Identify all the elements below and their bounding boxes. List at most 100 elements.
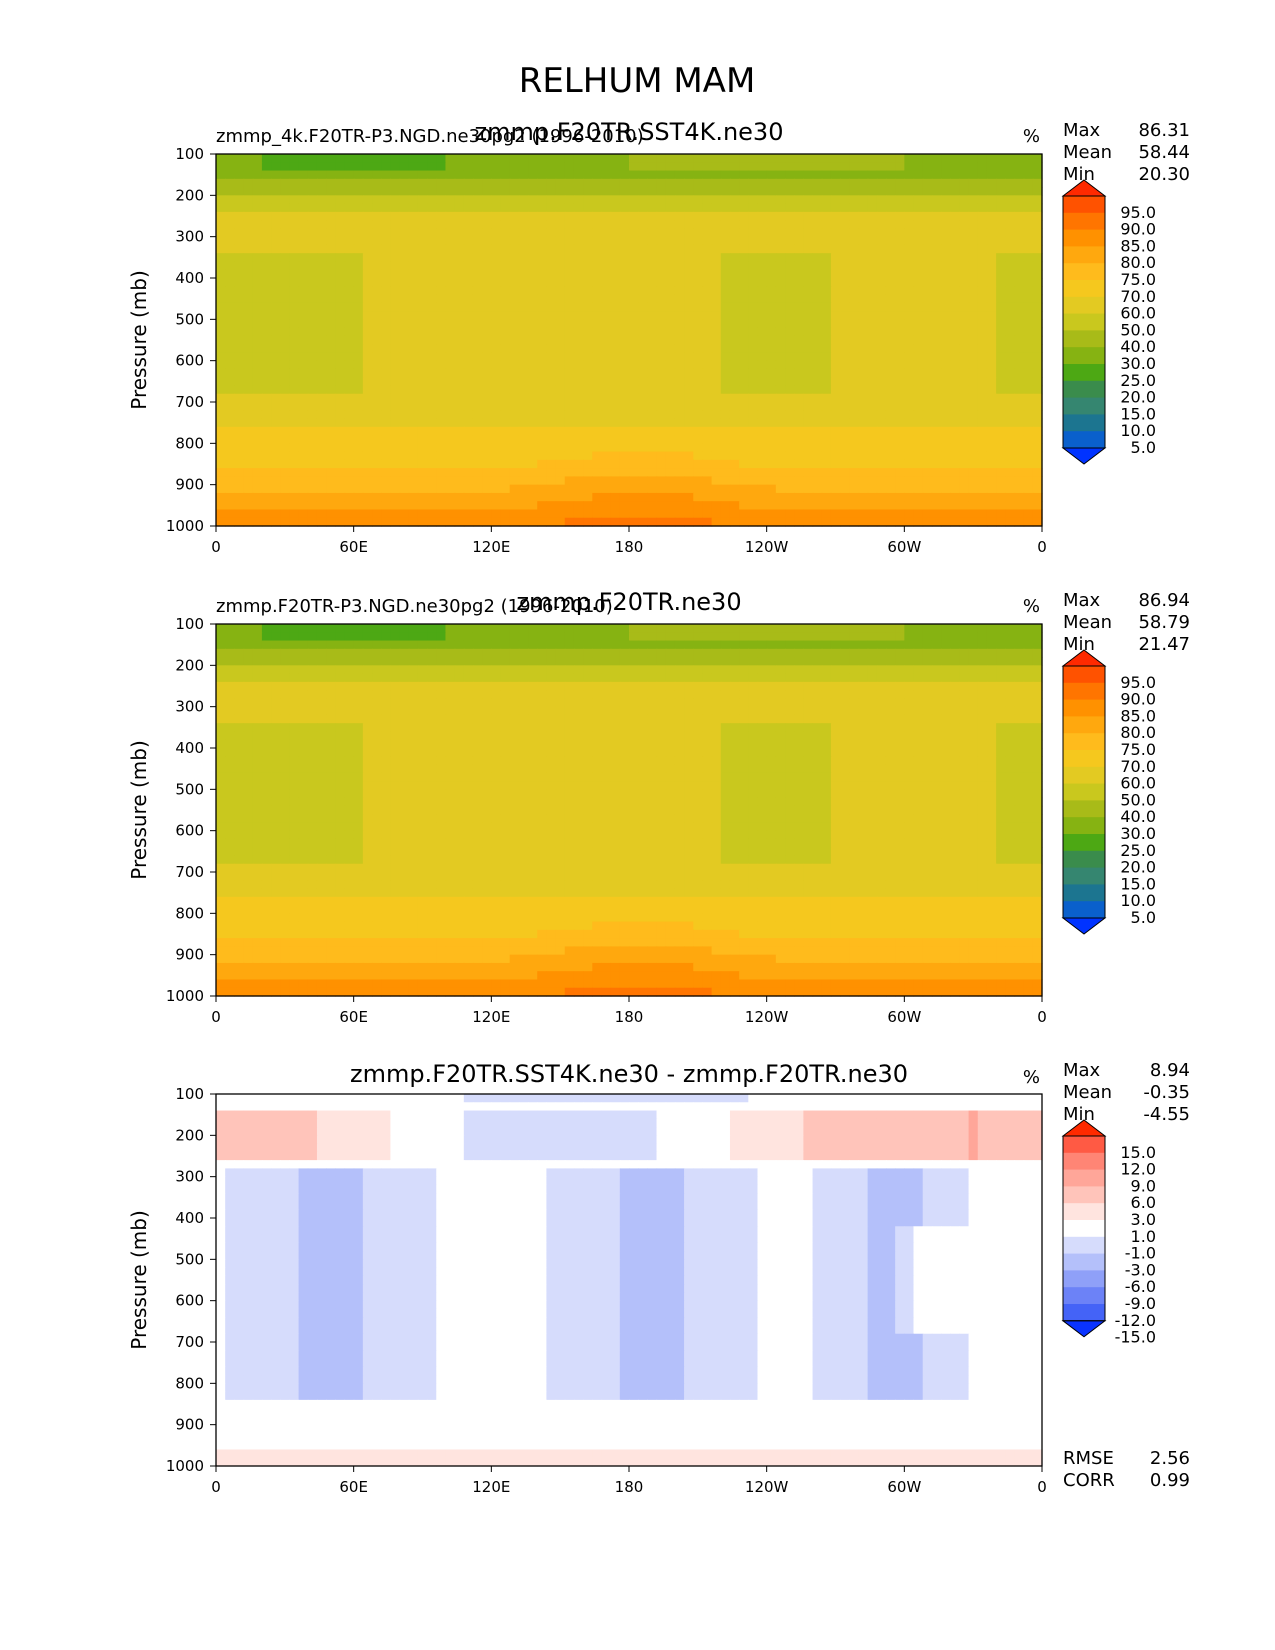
heatmap-cell xyxy=(858,402,869,411)
heatmap-cell xyxy=(702,368,713,378)
heatmap-cell xyxy=(785,624,795,633)
heatmap-cell xyxy=(518,624,529,633)
heatmap-cell xyxy=(326,501,336,511)
heatmap-cell xyxy=(491,690,502,699)
heatmap-cell xyxy=(950,162,960,172)
heatmap-cell xyxy=(436,368,447,378)
heatmap-cell xyxy=(977,269,988,279)
heatmap-cell xyxy=(326,426,336,436)
heatmap-cell xyxy=(592,468,603,477)
heatmap-cell xyxy=(629,319,639,329)
heatmap-cell xyxy=(904,327,915,337)
heatmap-cell xyxy=(619,236,630,246)
heatmap-cell xyxy=(271,154,281,163)
heatmap-cell xyxy=(316,468,327,477)
heatmap-cell xyxy=(289,385,300,395)
colorbar-segment xyxy=(1063,246,1105,264)
heatmap-cell xyxy=(674,269,685,279)
heatmap-cell xyxy=(840,648,850,658)
heatmap-cell xyxy=(785,410,795,420)
heatmap-cell xyxy=(931,269,942,279)
heatmap-cell xyxy=(748,203,759,213)
heatmap-cell xyxy=(766,657,777,666)
colorbar-segment xyxy=(1063,263,1105,281)
heatmap-cell xyxy=(564,426,575,436)
heatmap-cell xyxy=(243,154,254,163)
heatmap-cell xyxy=(427,648,437,658)
heatmap-cell xyxy=(803,368,814,378)
heatmap-cell xyxy=(1014,360,1025,370)
heatmap-cell xyxy=(684,476,694,486)
heatmap-cell xyxy=(840,154,850,163)
heatmap-cell xyxy=(830,509,841,519)
heatmap-cell xyxy=(381,410,391,420)
heatmap-cell xyxy=(849,640,860,650)
heatmap-cell xyxy=(427,294,437,304)
heatmap-cell xyxy=(941,228,951,238)
heatmap-cell xyxy=(307,327,318,337)
heatmap-cell xyxy=(885,426,896,436)
heatmap-cell xyxy=(785,344,795,353)
heatmap-cell xyxy=(271,698,281,708)
heatmap-cell xyxy=(399,648,410,658)
heatmap-cell xyxy=(445,154,456,163)
heatmap-cell xyxy=(959,236,970,246)
heatmap-cell xyxy=(564,393,575,403)
heatmap-cell xyxy=(684,344,694,353)
heatmap-cell xyxy=(408,377,419,387)
heatmap-cell xyxy=(546,484,557,494)
heatmap-cell xyxy=(216,261,226,271)
heatmap-cell xyxy=(335,673,346,683)
heatmap-cell xyxy=(867,476,878,486)
heatmap-cell xyxy=(408,393,419,403)
heatmap-cell xyxy=(950,170,960,180)
heatmap-cell xyxy=(326,657,336,666)
heatmap-cell xyxy=(573,648,584,658)
heatmap-cell xyxy=(766,154,777,163)
heatmap-cell xyxy=(243,665,254,675)
heatmap-cell xyxy=(243,162,254,172)
heatmap-cell xyxy=(968,311,979,320)
heatmap-cell xyxy=(638,319,648,329)
heatmap-cell xyxy=(390,211,401,221)
heatmap-cell xyxy=(876,451,887,461)
heatmap-cell xyxy=(326,319,336,329)
heatmap-cell xyxy=(335,162,346,172)
heatmap-cell xyxy=(289,352,300,362)
heatmap-cell xyxy=(234,665,245,675)
heatmap-cell xyxy=(968,352,979,362)
heatmap-cell xyxy=(1032,170,1043,180)
heatmap-cell xyxy=(243,509,254,519)
heatmap-cell xyxy=(775,178,786,188)
heatmap-cell xyxy=(417,195,428,205)
heatmap-cell xyxy=(720,443,731,453)
heatmap-cell xyxy=(830,624,841,633)
heatmap-cell xyxy=(775,673,786,683)
heatmap-cell xyxy=(509,393,520,403)
heatmap-cell xyxy=(463,484,474,494)
heatmap-cell xyxy=(555,698,566,708)
heatmap-cell xyxy=(619,640,630,650)
heatmap-cell xyxy=(546,640,557,650)
heatmap-cell xyxy=(500,501,511,511)
heatmap-cell xyxy=(573,418,584,428)
heatmap-cell xyxy=(261,311,272,320)
heatmap-cell xyxy=(950,492,960,502)
heatmap-cell xyxy=(867,492,878,502)
heatmap-cell xyxy=(463,253,474,263)
heatmap-cell xyxy=(840,492,850,502)
heatmap-cell xyxy=(491,286,502,296)
heatmap-cell xyxy=(463,294,474,304)
heatmap-cell xyxy=(821,228,832,238)
heatmap-cell xyxy=(546,517,557,527)
heatmap-cell xyxy=(216,368,226,378)
heatmap-cell xyxy=(785,435,795,444)
heatmap-cell xyxy=(931,344,942,353)
heatmap-cell xyxy=(748,327,759,337)
heatmap-cell xyxy=(592,278,603,287)
heatmap-cell xyxy=(417,501,428,511)
heatmap-cell xyxy=(840,517,850,527)
heatmap-cell xyxy=(729,624,740,633)
heatmap-cell xyxy=(757,162,768,172)
heatmap-cell xyxy=(372,368,382,378)
